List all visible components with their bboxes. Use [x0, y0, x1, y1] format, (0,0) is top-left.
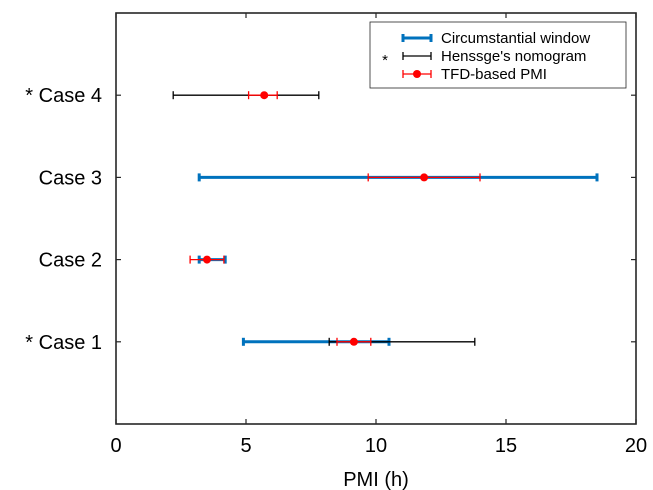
y-category-labels: * Case 1 Case 2 Case 3 * Case 4	[25, 85, 102, 354]
x-tick-label: 5	[240, 435, 251, 457]
legend: Circumstantial window * Henssge's nomogram…	[369, 21, 627, 89]
y-category-label: Case 3	[39, 167, 102, 189]
y-category-label: Case 2	[39, 250, 102, 272]
x-tick-label: 15	[495, 435, 517, 457]
tfd-pmi-point	[420, 173, 429, 182]
legend-label: Henssge's nomogram	[441, 48, 586, 65]
legend-star-marker: *	[382, 52, 388, 69]
legend-dot	[413, 70, 421, 78]
y-category-label: * Case 1	[25, 332, 102, 354]
x-tick-label: 10	[365, 435, 387, 457]
tfd-pmi-point	[203, 255, 211, 264]
tfd-pmi-point	[349, 337, 358, 346]
tfd-pmi-point	[260, 91, 269, 100]
legend-label: Circumstantial window	[441, 30, 590, 47]
henssge-nomogram-bar	[172, 91, 320, 100]
x-ticks: 0 5 10 15 20	[110, 13, 647, 457]
y-category-label: * Case 4	[25, 85, 102, 107]
x-tick-label: 0	[110, 435, 121, 457]
x-tick-label: 20	[625, 435, 647, 457]
plot-area	[172, 91, 599, 346]
legend-box	[369, 21, 627, 89]
legend-label: TFD-based PMI	[441, 66, 547, 83]
x-axis-title: PMI (h)	[343, 469, 409, 490]
